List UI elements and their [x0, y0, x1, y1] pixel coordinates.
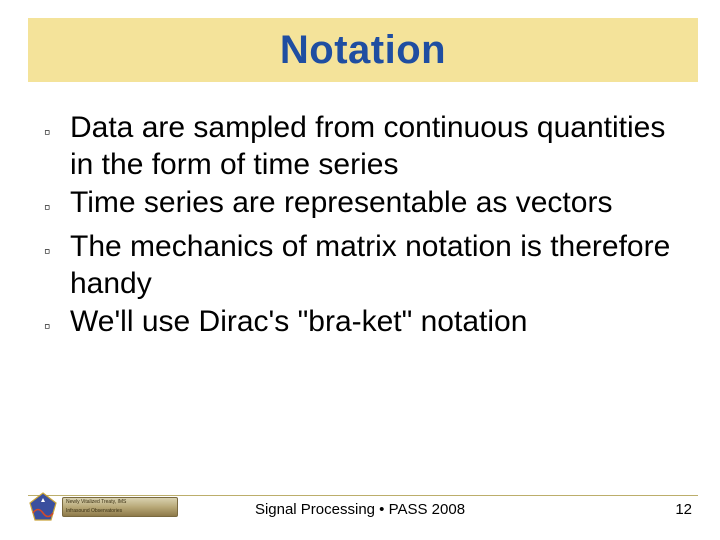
bullet-marker-icon: ▫ — [42, 304, 70, 346]
bullet-marker-icon: ▫ — [42, 185, 70, 227]
slide-title: Notation — [280, 28, 446, 73]
bullet-marker-icon: ▫ — [42, 110, 70, 152]
slide: Notation ▫Data are sampled from continuo… — [0, 0, 720, 540]
bullet-item: ▫Data are sampled from continuous quanti… — [42, 110, 680, 183]
slide-content: ▫Data are sampled from continuous quanti… — [42, 110, 680, 470]
bullet-marker-icon: ▫ — [42, 229, 70, 271]
bullet-item: ▫Time series are representable as vector… — [42, 185, 680, 227]
title-bar: Notation — [28, 18, 698, 82]
bullet-text: We'll use Dirac's "bra-ket" notation — [70, 304, 680, 341]
page-number: 12 — [675, 501, 692, 518]
bullet-list: ▫Data are sampled from continuous quanti… — [42, 110, 680, 346]
bullet-text: Data are sampled from continuous quantit… — [70, 110, 680, 183]
footer: Newly Vitalized Treaty, IMS Infrasound O… — [0, 488, 720, 528]
bullet-text: The mechanics of matrix notation is ther… — [70, 229, 680, 302]
bullet-text: Time series are representable as vectors — [70, 185, 680, 222]
bullet-item: ▫We'll use Dirac's "bra-ket" notation — [42, 304, 680, 346]
footer-center-text: Signal Processing • PASS 2008 — [0, 501, 720, 518]
bullet-item: ▫The mechanics of matrix notation is the… — [42, 229, 680, 302]
